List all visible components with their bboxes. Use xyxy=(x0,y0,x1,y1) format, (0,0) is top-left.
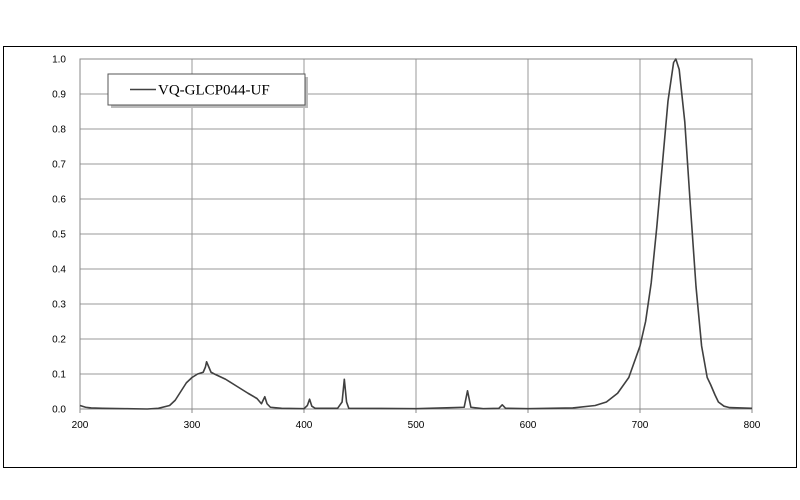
x-tick-label: 400 xyxy=(296,420,313,431)
x-tick-label: 300 xyxy=(184,420,201,431)
lines xyxy=(79,58,753,410)
y-tick-label: 1.0 xyxy=(52,55,66,66)
ticks: 0.0 0.1 0.2 0.3 0.4 0.5 0.6 0.7 0.8 0.9 1.0 200 300 4… xyxy=(52,55,761,432)
y-tick-label: 0.3 xyxy=(52,300,66,311)
x-tick-label: 700 xyxy=(632,420,649,431)
chart-frame xyxy=(3,46,797,468)
x-tick-label: 200 xyxy=(72,420,89,431)
y-tick-label: 0.4 xyxy=(52,265,66,276)
x-tick-label: 600 xyxy=(520,420,537,431)
y-tick-label: 0.0 xyxy=(52,405,66,416)
y-tick-label: 0.2 xyxy=(52,335,66,346)
legend: VQ-GLCP044-UF xyxy=(107,73,308,108)
x-tick-label: 500 xyxy=(408,420,425,431)
y-tick-label: 0.1 xyxy=(52,370,66,381)
legend-label: VQ-GLCP044-UF xyxy=(158,83,270,99)
series-line xyxy=(79,58,753,410)
y-tick-label: 0.7 xyxy=(52,160,66,171)
y-tick-label: 0.8 xyxy=(52,125,66,136)
y-tick-label: 0.6 xyxy=(52,195,66,206)
y-tick-label: 0.9 xyxy=(52,90,66,101)
x-tick-label: 800 xyxy=(744,420,761,431)
y-tick-label: 0.5 xyxy=(52,230,66,241)
